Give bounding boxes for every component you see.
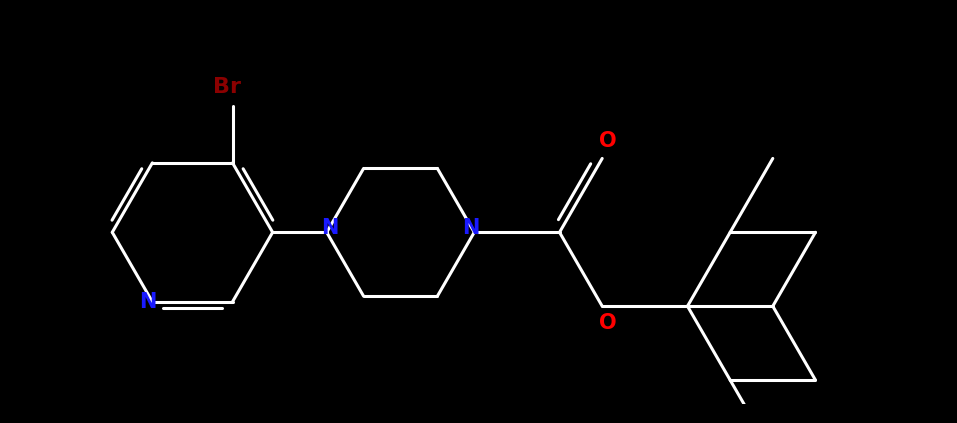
Text: N: N (462, 218, 479, 238)
Text: O: O (598, 131, 616, 151)
Text: Br: Br (213, 77, 241, 97)
Text: O: O (598, 313, 616, 333)
Text: N: N (322, 218, 339, 238)
Text: N: N (140, 292, 157, 312)
